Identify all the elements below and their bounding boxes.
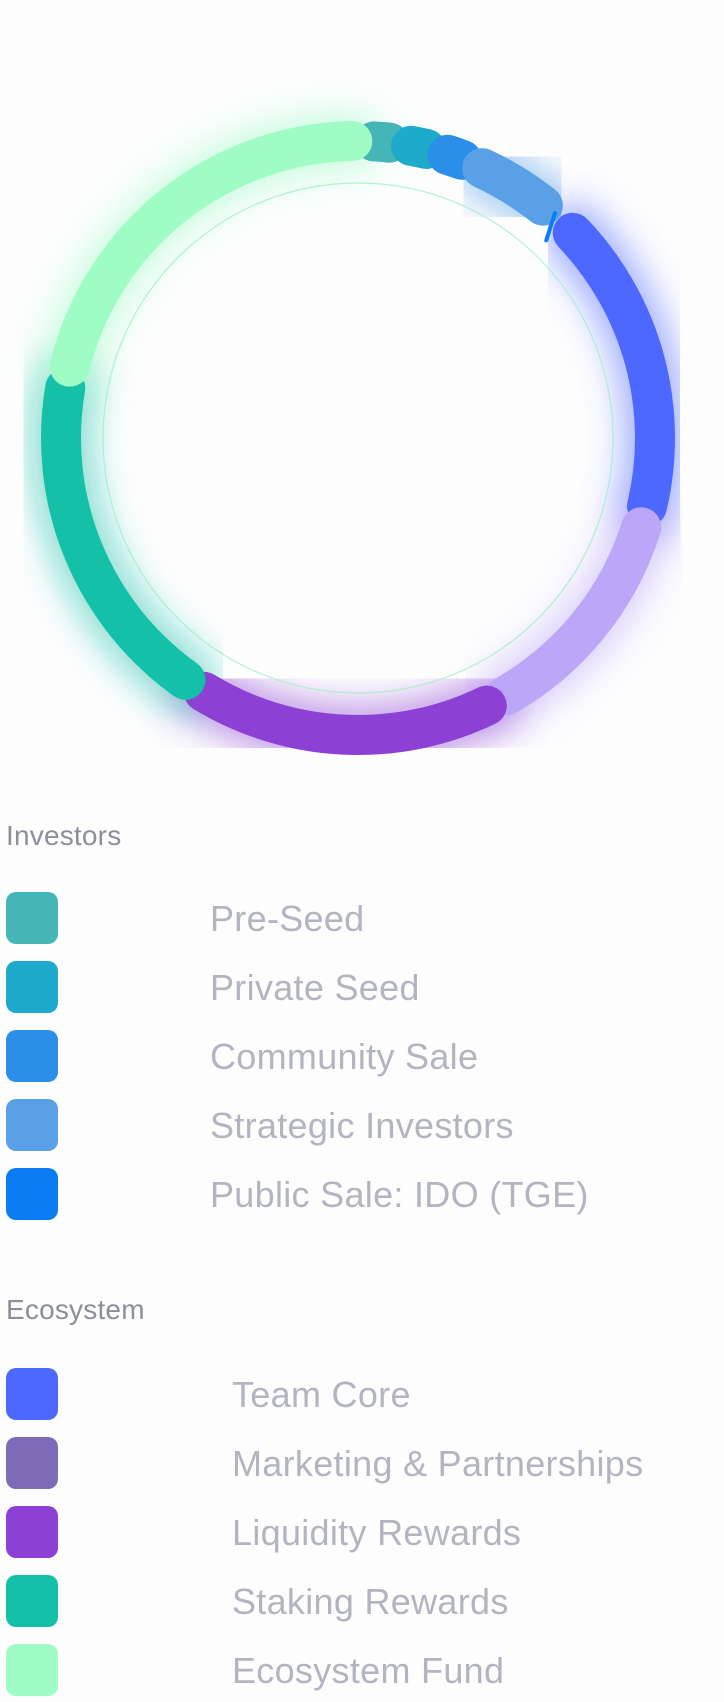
legend-swatch xyxy=(6,892,58,944)
legend-swatch xyxy=(6,1168,58,1220)
legend-item-community-sale: Community Sale xyxy=(0,1030,724,1082)
legend-swatch xyxy=(6,1575,58,1627)
legend-label: Liquidity Rewards xyxy=(232,1512,522,1553)
legend-label: Private Seed xyxy=(210,967,420,1008)
legend-swatch xyxy=(6,1099,58,1151)
donut-inner-ring xyxy=(102,182,614,694)
allocation-donut-chart xyxy=(0,0,724,780)
legend-swatch xyxy=(6,1437,58,1489)
legend-label: Team Core xyxy=(232,1374,411,1415)
legend-label: Pre-Seed xyxy=(210,898,365,939)
donut-slices xyxy=(41,121,675,755)
legend-item-private-seed: Private Seed xyxy=(0,961,724,1013)
legend-label: Public Sale: IDO (TGE) xyxy=(210,1174,589,1215)
slice-ecosystem-fund xyxy=(49,121,373,387)
donut-svg xyxy=(32,112,684,764)
legend-item-pre-seed: Pre-Seed xyxy=(0,892,724,944)
slice-pre-seed xyxy=(354,121,410,163)
slice-public-sale-ido-tge xyxy=(544,211,557,243)
legend-item-marketing-partnerships: Marketing & Partnerships xyxy=(0,1437,724,1489)
legend-label: Community Sale xyxy=(210,1036,479,1077)
legend-group-investors: Investors Pre-Seed Private Seed Communit… xyxy=(0,808,724,1228)
legend-label: Ecosystem Fund xyxy=(232,1650,505,1691)
legend-item-ecosystem-fund: Ecosystem Fund xyxy=(0,1644,724,1696)
slice-staking-rewards xyxy=(41,367,206,700)
slice-community-sale xyxy=(427,134,483,180)
legend-swatch xyxy=(6,1506,58,1558)
legend-item-strategic-investors: Strategic Investors xyxy=(0,1099,724,1151)
legend-item-staking-rewards: Staking Rewards xyxy=(0,1575,724,1627)
legend-label: Staking Rewards xyxy=(232,1581,509,1622)
legend-label: Strategic Investors xyxy=(210,1105,514,1146)
legend-label: Marketing & Partnerships xyxy=(232,1443,644,1484)
legend-swatch xyxy=(6,1030,58,1082)
legend-item-public-sale-ido: Public Sale: IDO (TGE) xyxy=(0,1168,724,1220)
slice-team-core xyxy=(552,212,675,527)
legend-item-team-core: Team Core xyxy=(0,1368,724,1420)
slice-marketing-partnerships xyxy=(486,507,662,716)
legend-group-ecosystem: Ecosystem Team Core Marketing & Partners… xyxy=(0,1282,724,1702)
legend-swatch xyxy=(6,1644,58,1696)
slice-liquidity-rewards xyxy=(183,671,507,755)
slice-strategic-investors xyxy=(462,148,563,226)
legend-swatch xyxy=(6,961,58,1013)
legend-swatch xyxy=(6,1368,58,1420)
legend-group-title: Ecosystem xyxy=(6,1294,145,1325)
legend-item-liquidity-rewards: Liquidity Rewards xyxy=(0,1506,724,1558)
slice-private-seed xyxy=(391,125,447,169)
legend-group-title: Investors xyxy=(6,820,122,851)
